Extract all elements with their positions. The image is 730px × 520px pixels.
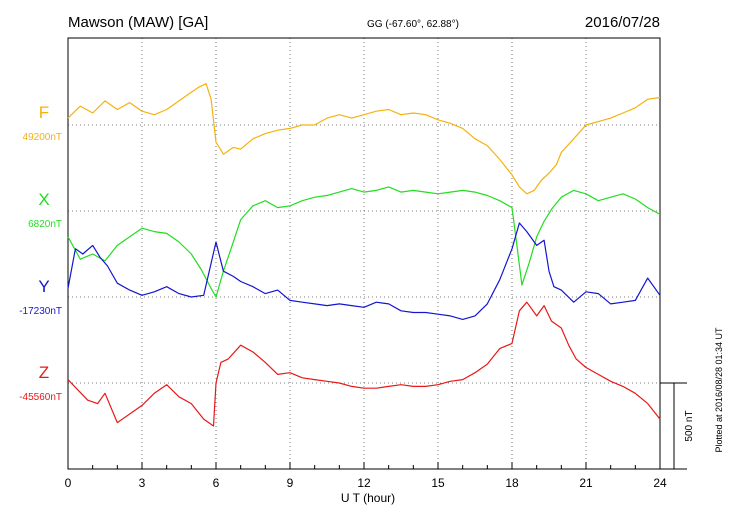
scale-bar-label: 500 nT xyxy=(684,410,695,441)
series-line-f xyxy=(67,83,661,195)
scale-bar: 500 nT xyxy=(660,382,695,470)
series-line-y xyxy=(67,222,661,320)
x-tick-label: 24 xyxy=(653,476,667,490)
series-lines xyxy=(67,83,661,427)
x-tick-label: 0 xyxy=(65,476,72,490)
series-labels: F 49200nT X 6820nT Y -17230nT Z -45560nT xyxy=(19,103,62,403)
x-tick-label: 15 xyxy=(431,476,445,490)
series-name-f: F xyxy=(39,103,49,122)
x-axis-label: U T (hour) xyxy=(341,491,395,505)
x-tick-label: 21 xyxy=(579,476,593,490)
x-tick-label: 3 xyxy=(139,476,146,490)
x-tick-label: 9 xyxy=(287,476,294,490)
series-name-z: Z xyxy=(39,363,49,382)
x-axis-ticks: 0 3 6 9 12 15 18 21 24 xyxy=(65,462,667,490)
series-line-x xyxy=(67,186,661,298)
station-title: Mawson (MAW) [GA] xyxy=(68,14,208,31)
grid-lines xyxy=(68,38,660,469)
series-baseline-y: -17230nT xyxy=(19,306,62,317)
series-name-y: Y xyxy=(38,277,49,296)
series-line-z xyxy=(67,301,661,427)
date-label: 2016/07/28 xyxy=(585,14,660,31)
series-baseline-z: -45560nT xyxy=(19,392,62,403)
x-tick-label: 6 xyxy=(213,476,220,490)
series-name-x: X xyxy=(38,190,49,209)
series-baseline-f: 49200nT xyxy=(23,132,62,143)
plot-timestamp: Plotted at 2016/08/28 01:34 UT xyxy=(714,327,724,453)
series-baseline-x: 6820nT xyxy=(28,219,62,230)
x-tick-label: 12 xyxy=(357,476,371,490)
coordinates-label: GG (-67.60°, 62.88°) xyxy=(367,19,459,30)
x-tick-label: 18 xyxy=(505,476,519,490)
